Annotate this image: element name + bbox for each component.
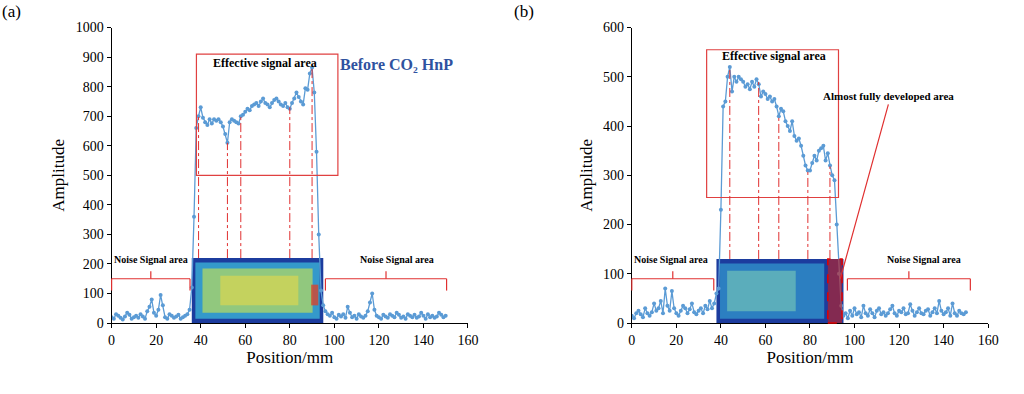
svg-text:Position/mm: Position/mm bbox=[246, 348, 333, 367]
svg-text:(b): (b) bbox=[514, 2, 534, 21]
svg-text:600: 600 bbox=[83, 139, 104, 154]
svg-text:Noise Signal area: Noise Signal area bbox=[360, 254, 434, 265]
svg-text:200: 200 bbox=[83, 257, 104, 272]
svg-text:60: 60 bbox=[758, 333, 772, 348]
svg-text:300: 300 bbox=[603, 168, 624, 183]
svg-text:160: 160 bbox=[978, 333, 999, 348]
svg-text:500: 500 bbox=[603, 70, 624, 85]
svg-text:0: 0 bbox=[108, 333, 115, 348]
svg-text:60: 60 bbox=[238, 333, 252, 348]
svg-text:40: 40 bbox=[714, 333, 728, 348]
svg-text:0: 0 bbox=[617, 316, 624, 331]
svg-text:80: 80 bbox=[283, 333, 297, 348]
svg-text:Almost fully developed area: Almost fully developed area bbox=[823, 90, 954, 102]
svg-text:0: 0 bbox=[97, 316, 104, 331]
svg-text:300: 300 bbox=[83, 227, 104, 242]
svg-text:20: 20 bbox=[149, 333, 163, 348]
svg-text:Amplitude: Amplitude bbox=[49, 139, 68, 212]
svg-text:400: 400 bbox=[603, 119, 624, 134]
svg-text:1000: 1000 bbox=[76, 20, 104, 35]
svg-text:900: 900 bbox=[83, 50, 104, 65]
svg-text:Position/mm: Position/mm bbox=[767, 348, 854, 367]
svg-text:Noise Signal area: Noise Signal area bbox=[887, 254, 961, 265]
svg-text:120: 120 bbox=[889, 333, 910, 348]
svg-text:Before CO₂ HnP: Before CO₂ HnP bbox=[340, 56, 453, 73]
svg-text:100: 100 bbox=[844, 333, 865, 348]
svg-text:Effective signal area: Effective signal area bbox=[213, 56, 317, 70]
svg-text:80: 80 bbox=[803, 333, 817, 348]
svg-text:100: 100 bbox=[83, 286, 104, 301]
svg-text:Noise Signal area: Noise Signal area bbox=[114, 254, 188, 265]
svg-text:40: 40 bbox=[194, 333, 208, 348]
svg-text:(a): (a) bbox=[2, 2, 21, 21]
svg-text:20: 20 bbox=[669, 333, 683, 348]
svg-text:200: 200 bbox=[603, 217, 624, 232]
svg-text:Effective signal area: Effective signal area bbox=[722, 49, 826, 63]
svg-text:500: 500 bbox=[83, 168, 104, 183]
svg-text:120: 120 bbox=[368, 333, 389, 348]
svg-text:Noise Signal area: Noise Signal area bbox=[634, 254, 708, 265]
svg-text:140: 140 bbox=[413, 333, 434, 348]
svg-text:700: 700 bbox=[83, 109, 104, 124]
svg-text:100: 100 bbox=[603, 267, 624, 282]
svg-text:160: 160 bbox=[457, 333, 478, 348]
svg-text:0: 0 bbox=[628, 333, 635, 348]
svg-text:800: 800 bbox=[83, 80, 104, 95]
svg-text:100: 100 bbox=[324, 333, 345, 348]
svg-text:Amplitude: Amplitude bbox=[577, 139, 596, 212]
svg-text:140: 140 bbox=[933, 333, 954, 348]
svg-text:400: 400 bbox=[83, 198, 104, 213]
svg-text:600: 600 bbox=[603, 20, 624, 35]
